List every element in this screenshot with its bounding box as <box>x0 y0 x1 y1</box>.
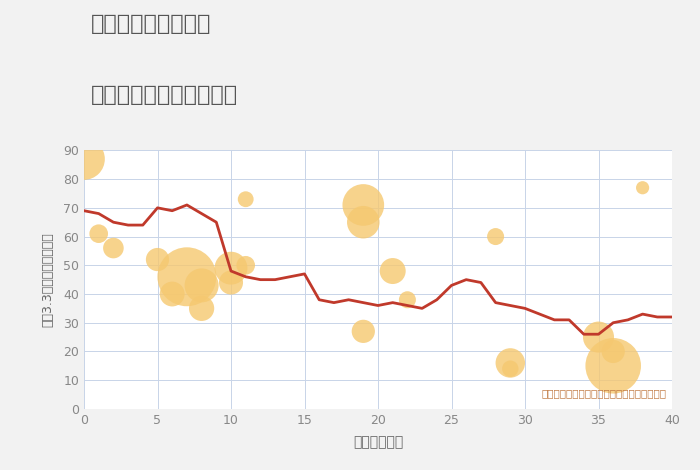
Point <box>402 296 413 304</box>
Point <box>167 290 178 298</box>
Point <box>225 265 237 272</box>
Point <box>637 184 648 191</box>
Point <box>196 305 207 312</box>
X-axis label: 築年数（年）: 築年数（年） <box>353 435 403 449</box>
Point <box>505 359 516 367</box>
Point <box>358 201 369 209</box>
Y-axis label: 坪（3.3㎡）単価（万円）: 坪（3.3㎡）単価（万円） <box>42 232 55 327</box>
Point <box>490 233 501 240</box>
Point <box>181 273 193 281</box>
Point <box>608 348 619 355</box>
Point <box>240 261 251 269</box>
Text: 築年数別中古戸建て価格: 築年数別中古戸建て価格 <box>91 85 238 105</box>
Point <box>387 267 398 275</box>
Point <box>358 219 369 226</box>
Point <box>240 196 251 203</box>
Point <box>358 328 369 335</box>
Point <box>225 279 237 286</box>
Point <box>152 256 163 263</box>
Text: 円の大きさは、取引のあった物件面積を示す: 円の大きさは、取引のあった物件面積を示す <box>541 389 666 399</box>
Point <box>505 365 516 372</box>
Point <box>196 282 207 289</box>
Point <box>93 230 104 237</box>
Text: 千葉県鴨川市滑谷の: 千葉県鴨川市滑谷の <box>91 14 211 34</box>
Point <box>593 333 604 341</box>
Point <box>108 244 119 252</box>
Point <box>78 155 90 163</box>
Point <box>608 362 619 369</box>
